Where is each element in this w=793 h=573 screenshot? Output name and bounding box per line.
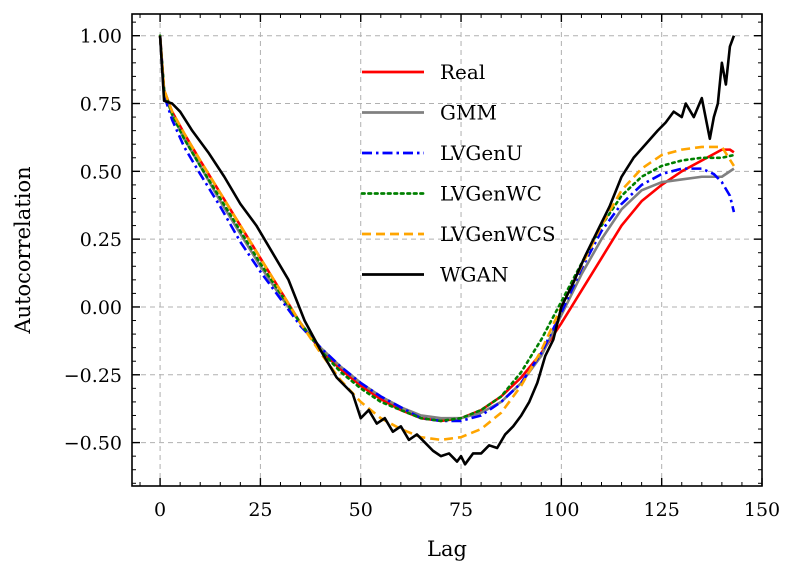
y-tick-label-3: 0.25 xyxy=(80,229,122,251)
series-line-gmm xyxy=(158,35,735,420)
x-tick-label-0: 0 xyxy=(154,499,166,521)
grid xyxy=(132,14,762,486)
series-line-wgan xyxy=(158,35,736,466)
series-line-lvgenwc xyxy=(158,34,736,423)
legend-label-real: Real xyxy=(440,60,485,84)
series-line-lvgenwcs xyxy=(158,35,736,442)
y-tick-label-4: 0.00 xyxy=(80,297,122,319)
legend-label-gmm: GMM xyxy=(440,101,497,125)
legend-label-lvgenwc: LVGenWC xyxy=(440,182,542,206)
x-tick-labels: 0 25 50 75 100 125 150 xyxy=(154,499,780,521)
x-tick-label-1: 25 xyxy=(248,499,272,521)
x-tick-label-3: 75 xyxy=(449,499,473,521)
series-line-lvgenu xyxy=(158,35,736,423)
x-tick-label-4: 100 xyxy=(543,499,579,521)
legend: Real GMM LVGenU LVGenWC LVGenWCS WGAN xyxy=(360,60,556,287)
x-tick-label-6: 150 xyxy=(744,499,780,521)
y-tick-labels: 1.00 0.75 0.50 0.25 0.00 −0.25 −0.50 xyxy=(64,26,122,455)
x-tick-label-5: 125 xyxy=(644,499,680,521)
legend-label-lvgenu: LVGenU xyxy=(440,141,523,165)
y-tick-label-1: 0.75 xyxy=(80,94,122,116)
y-tick-label-0: 1.00 xyxy=(80,26,122,48)
series-lines xyxy=(158,34,736,466)
y-tick-label-5: −0.25 xyxy=(64,365,122,387)
y-axis-label: Autocorrelation xyxy=(11,166,35,334)
x-tick-label-2: 50 xyxy=(349,499,373,521)
x-axis-label: Lag xyxy=(427,537,467,561)
y-tick-label-6: −0.50 xyxy=(64,433,122,455)
legend-label-wgan: WGAN xyxy=(440,263,508,287)
axis-ticks xyxy=(132,14,763,486)
y-tick-label-2: 0.50 xyxy=(80,161,122,183)
plot-frame xyxy=(131,13,763,487)
legend-label-lvgenwcs: LVGenWCS xyxy=(440,222,556,246)
